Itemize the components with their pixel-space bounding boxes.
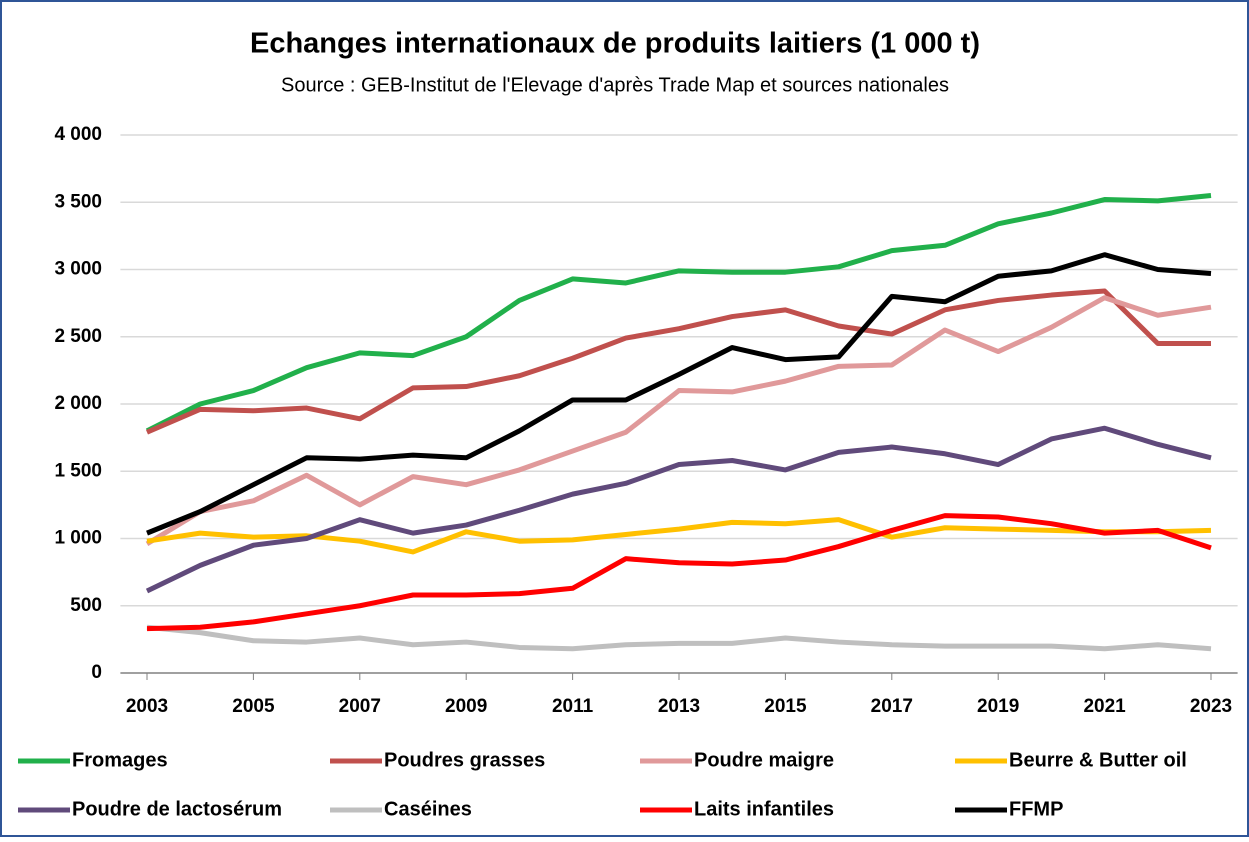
series-line (146, 513, 1212, 632)
x-tick-label: 2015 (764, 696, 807, 717)
x-tick-label: 2011 (552, 696, 594, 717)
y-tick-label: 3 500 (54, 191, 102, 212)
series-line (146, 624, 1212, 652)
series-line (146, 288, 1211, 435)
x-tick-label: 2009 (445, 696, 487, 717)
legend-label: Poudre maigre (694, 749, 834, 771)
y-tick-label: 2 500 (54, 326, 102, 347)
x-tick-label: 2007 (339, 696, 381, 717)
x-tick-label: 2003 (126, 696, 168, 717)
x-tick-label: 2019 (977, 696, 1019, 717)
y-tick-label: 1 500 (54, 460, 102, 481)
legend-label: Poudre de lactosérum (72, 798, 282, 820)
legend-label: Poudres grasses (384, 749, 545, 771)
y-tick-label: 500 (70, 595, 102, 616)
y-tick-label: 4 000 (54, 124, 102, 145)
series-line (145, 295, 1212, 547)
chart-subtitle: Source : GEB-Institut de l'Elevage d'apr… (281, 74, 949, 96)
legend-label: Fromages (72, 749, 168, 771)
legend-label: Caséines (384, 798, 472, 820)
y-tick-label: 1 000 (54, 528, 102, 549)
series-line (146, 252, 1212, 536)
legend-label: Laits infantiles (694, 798, 834, 820)
x-tick-label: 2013 (658, 696, 700, 717)
x-tick-label: 2005 (232, 696, 275, 717)
series-line (146, 517, 1212, 555)
x-tick-label: 2017 (871, 696, 913, 717)
y-tick-label: 2 000 (54, 393, 102, 414)
x-tick-label: 2021 (1083, 696, 1126, 717)
legend-label: Beurre & Butter oil (1009, 749, 1187, 771)
legend-label: FFMP (1009, 798, 1063, 820)
series-line (145, 193, 1212, 434)
series-line (145, 425, 1212, 594)
y-tick-label: 0 (91, 662, 102, 683)
x-tick-label: 2023 (1190, 696, 1232, 717)
chart-title: Echanges internationaux de produits lait… (250, 28, 980, 60)
y-tick-label: 3 000 (54, 259, 102, 280)
